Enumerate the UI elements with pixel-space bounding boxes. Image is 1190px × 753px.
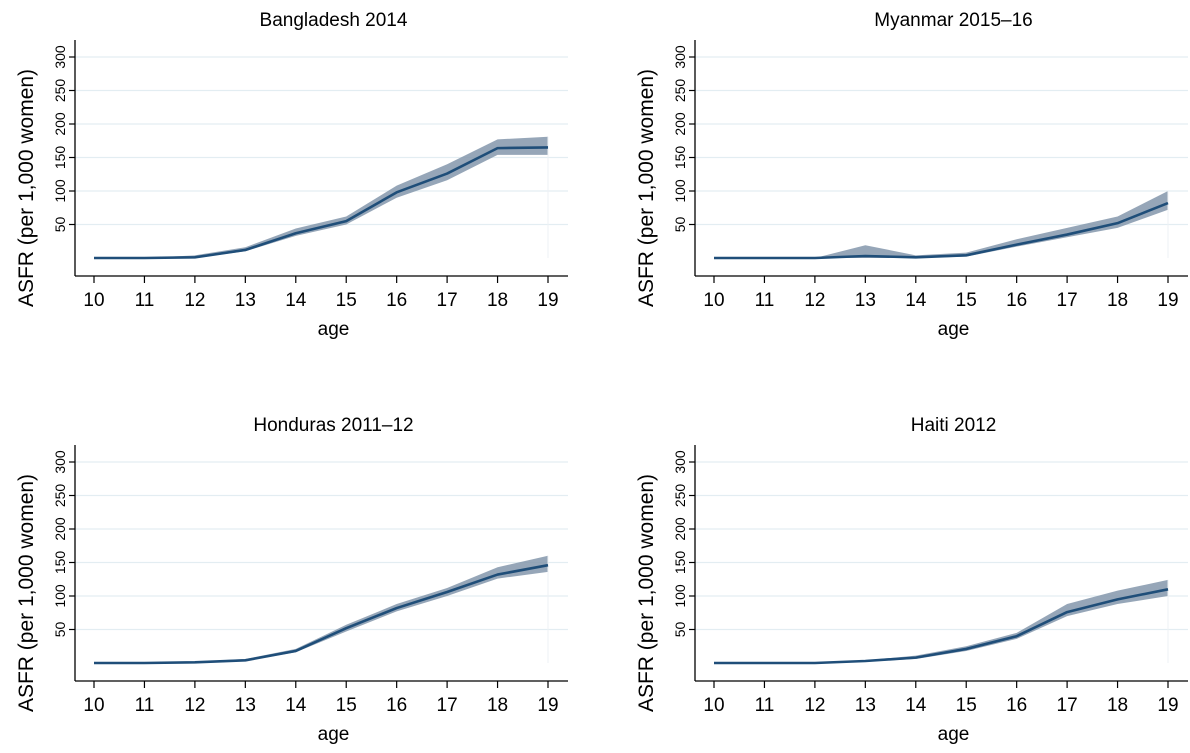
x-tick-label: 15 [336,695,357,716]
y-tick-label: 50 [672,217,688,233]
x-tick-label: 13 [855,695,876,716]
x-tick-label: 15 [336,290,357,311]
x-tick-label: 14 [905,695,927,716]
x-tick-label: 14 [905,290,927,311]
x-tick-label: 16 [386,290,407,311]
x-tick-label: 18 [487,695,508,716]
x-tick-label: 16 [386,695,407,716]
x-tick-label: 11 [135,290,155,311]
x-tick-label: 19 [1157,290,1178,311]
y-tick-label: 100 [672,179,688,203]
panel-3: 50 100 150 200 250 300 10 11 12 13 14 15 16 17 18 19 Hai… [635,415,1188,745]
panel-1: 50 100 150 200 250 300 10 11 12 13 14 15 16 17 18 19 Mya… [635,10,1188,340]
x-tick-label: 14 [285,695,307,716]
x-tick-label: 18 [1107,290,1128,311]
y-tick-label: 250 [672,79,688,103]
x-tick-label: 15 [956,695,977,716]
x-tick-label: 12 [804,290,825,311]
x-tick-label: 11 [755,695,775,716]
x-tick-label: 12 [804,695,825,716]
y-tick-label: 200 [672,517,688,541]
y-tick-label: 250 [672,484,688,508]
x-tick-label: 18 [1107,695,1128,716]
x-axis-label: age [938,724,970,745]
panel-2: 50 100 150 200 250 300 10 11 12 13 14 15 16 17 18 19 Hon… [15,415,568,745]
y-tick-label: 200 [52,112,68,136]
y-tick-label: 150 [672,551,688,575]
confidence-band [94,136,548,258]
x-tick-label: 19 [537,290,558,311]
x-tick-label: 13 [235,290,256,311]
series-line [94,146,549,260]
x-tick-label: 16 [1006,290,1027,311]
x-tick-label: 17 [1057,695,1078,716]
y-axis-label: ASFR (per 1,000 women) [15,474,38,712]
chart-title: Myanmar 2015–16 [874,10,1032,31]
y-tick-label: 150 [52,551,68,575]
x-tick-label: 16 [1006,695,1027,716]
confidence-band [714,579,1168,663]
y-tick-label: 300 [672,45,688,69]
x-axis-label: age [318,724,350,745]
series-line [94,563,549,665]
y-tick-label: 50 [672,622,688,638]
panel-0: 50 100 150 200 250 300 10 11 12 13 14 15 16 17 18 19 Ban… [15,10,568,340]
y-tick-label: 200 [52,517,68,541]
y-tick-label: 100 [52,584,68,608]
confidence-band [94,555,548,663]
y-axis-label: ASFR (per 1,000 women) [635,69,658,307]
series-line [714,588,1169,665]
x-tick-label: 13 [235,695,256,716]
y-axis-label: ASFR (per 1,000 women) [15,69,38,307]
y-tick-label: 150 [52,146,68,170]
y-tick-label: 200 [672,112,688,136]
y-tick-label: 300 [672,450,688,474]
x-tick-label: 12 [184,290,205,311]
y-tick-label: 50 [52,622,68,638]
y-tick-label: 250 [52,484,68,508]
y-tick-label: 150 [672,146,688,170]
x-tick-label: 10 [703,695,724,716]
y-axis-label: ASFR (per 1,000 women) [635,474,658,712]
x-tick-label: 17 [437,695,458,716]
x-tick-label: 10 [703,290,724,311]
x-tick-label: 10 [83,695,104,716]
y-tick-label: 300 [52,45,68,69]
series-line [714,201,1169,260]
x-tick-label: 15 [956,290,977,311]
y-tick-label: 50 [52,217,68,233]
y-tick-label: 100 [672,584,688,608]
y-tick-label: 100 [52,179,68,203]
chart-title: Bangladesh 2014 [260,10,408,31]
chart-title: Haiti 2012 [911,415,997,436]
x-axis-label: age [318,319,350,340]
x-tick-label: 19 [1157,695,1178,716]
x-tick-label: 18 [487,290,508,311]
x-tick-label: 12 [184,695,205,716]
x-tick-label: 10 [83,290,104,311]
y-tick-label: 250 [52,79,68,103]
x-tick-label: 19 [537,695,558,716]
x-tick-label: 17 [437,290,458,311]
x-tick-label: 13 [855,290,876,311]
chart-title: Honduras 2011–12 [253,415,413,436]
x-tick-label: 14 [285,290,307,311]
x-tick-label: 11 [135,695,155,716]
x-axis-label: age [938,319,970,340]
x-tick-label: 17 [1057,290,1078,311]
y-tick-label: 300 [52,450,68,474]
x-tick-label: 11 [755,290,775,311]
